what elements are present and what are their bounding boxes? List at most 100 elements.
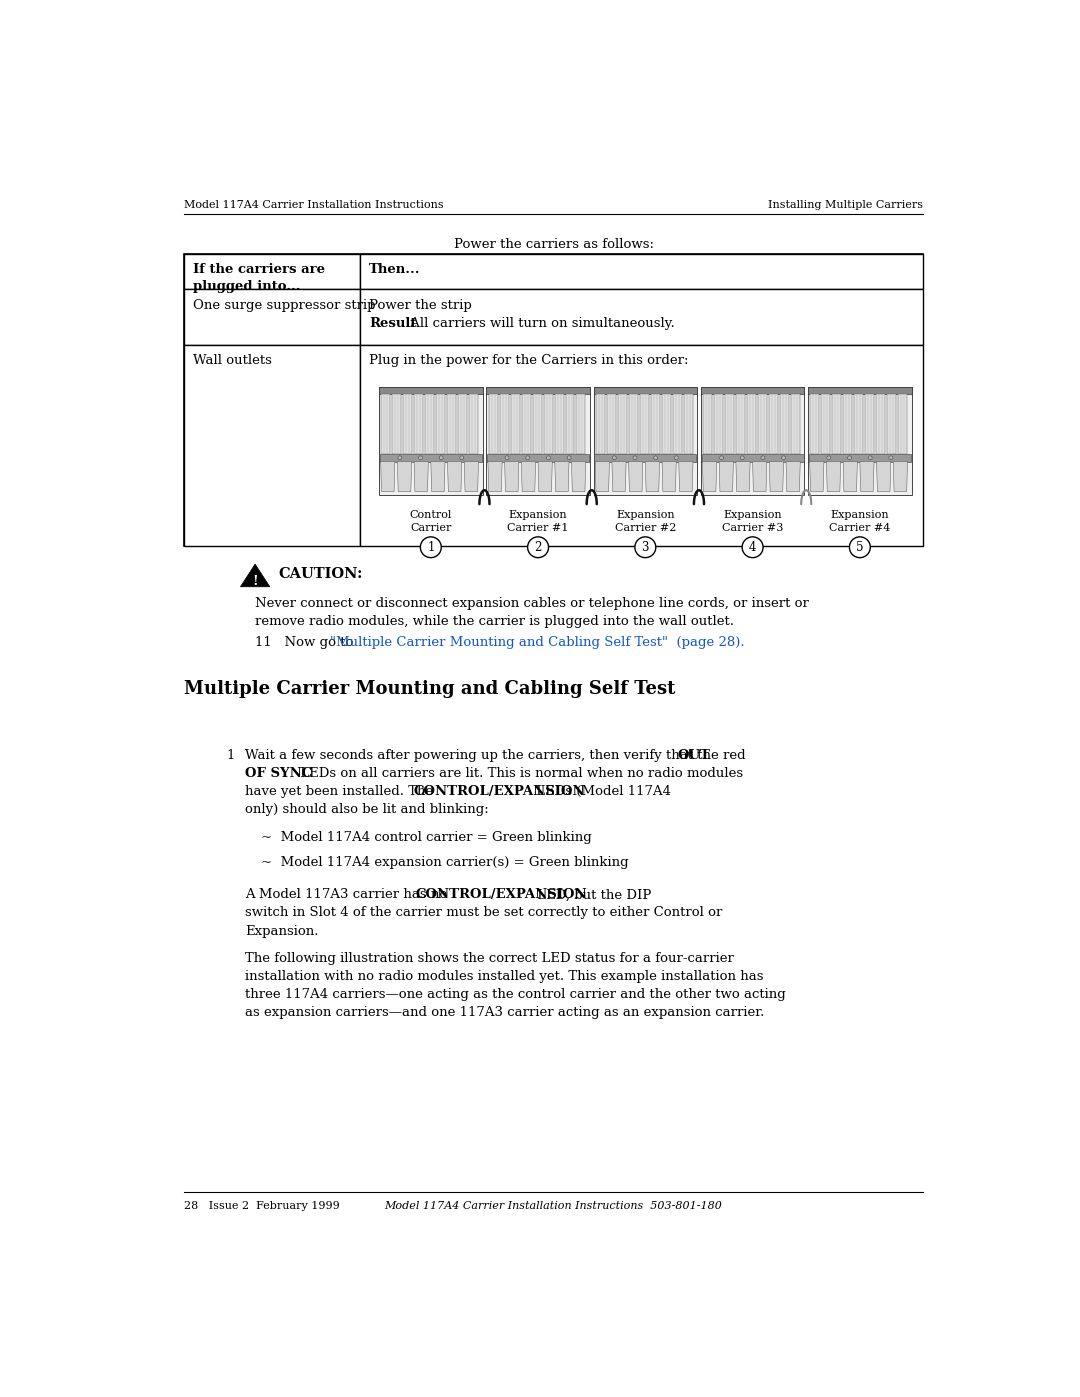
Text: three 117A4 carriers—one acting as the control carrier and the other two acting: three 117A4 carriers—one acting as the c… <box>245 988 786 1002</box>
Bar <box>184 254 360 289</box>
Text: 5: 5 <box>856 541 864 553</box>
Text: Expansion
Carrier #3: Expansion Carrier #3 <box>721 510 783 532</box>
Circle shape <box>440 455 443 460</box>
Text: Control
Carrier: Control Carrier <box>409 510 453 532</box>
Bar <box>810 394 820 454</box>
Circle shape <box>827 455 831 460</box>
Bar <box>379 387 483 495</box>
Polygon shape <box>538 461 552 492</box>
Text: OF SYNC: OF SYNC <box>245 767 312 780</box>
Bar <box>543 394 553 454</box>
Bar <box>596 394 605 454</box>
Bar <box>436 394 445 454</box>
Text: CAUTION:: CAUTION: <box>279 567 363 581</box>
Text: Plug in the power for the Carriers in this order:: Plug in the power for the Carriers in th… <box>369 353 689 367</box>
Bar <box>822 394 831 454</box>
Polygon shape <box>893 461 907 492</box>
Bar <box>833 394 841 454</box>
Circle shape <box>419 455 422 460</box>
Circle shape <box>848 455 851 460</box>
Bar <box>381 394 391 454</box>
Polygon shape <box>431 461 445 492</box>
Polygon shape <box>464 461 478 492</box>
Text: Power the strip: Power the strip <box>369 299 472 312</box>
Text: !: ! <box>253 574 258 588</box>
Text: LEDs on all carriers are lit. This is normal when no radio modules: LEDs on all carriers are lit. This is no… <box>296 767 743 780</box>
Text: LEDs (Model 117A4: LEDs (Model 117A4 <box>531 785 671 798</box>
Bar <box>184 254 923 546</box>
Text: Model 117A4 Carrier Installation Instructions: Model 117A4 Carrier Installation Instruc… <box>184 200 444 210</box>
Polygon shape <box>397 461 411 492</box>
Polygon shape <box>629 461 643 492</box>
Text: "Multiple Carrier Mounting and Cabling Self Test"  (page 28).: "Multiple Carrier Mounting and Cabling S… <box>330 636 745 648</box>
Bar <box>808 387 912 495</box>
Text: Wall outlets: Wall outlets <box>193 353 272 367</box>
Bar <box>780 394 789 454</box>
Text: CONTROL/EXPANSION: CONTROL/EXPANSION <box>416 888 588 901</box>
Polygon shape <box>877 461 891 492</box>
Text: OUT: OUT <box>677 749 711 761</box>
Polygon shape <box>571 461 585 492</box>
Polygon shape <box>769 461 783 492</box>
Text: Installing Multiple Carriers: Installing Multiple Carriers <box>768 200 923 210</box>
Bar <box>618 394 626 454</box>
Bar <box>184 289 360 345</box>
Bar <box>701 387 805 495</box>
Bar <box>486 387 590 394</box>
Polygon shape <box>488 461 502 492</box>
Bar <box>725 394 734 454</box>
Bar <box>487 454 589 461</box>
Bar <box>808 387 912 394</box>
Circle shape <box>635 536 656 557</box>
Text: Expansion
Carrier #2: Expansion Carrier #2 <box>615 510 676 532</box>
Text: All carriers will turn on simultaneously.: All carriers will turn on simultaneously… <box>406 317 675 330</box>
Bar <box>639 394 649 454</box>
Bar <box>662 394 671 454</box>
Text: Multiple Carrier Mounting and Cabling Self Test: Multiple Carrier Mounting and Cabling Se… <box>184 680 675 697</box>
Bar <box>184 345 360 546</box>
Text: Expansion.: Expansion. <box>245 925 319 937</box>
Bar <box>469 394 478 454</box>
Bar <box>843 394 852 454</box>
Polygon shape <box>612 461 626 492</box>
Circle shape <box>740 455 744 460</box>
Bar <box>489 394 498 454</box>
Circle shape <box>420 536 442 557</box>
Polygon shape <box>860 461 874 492</box>
Text: 4: 4 <box>748 541 756 553</box>
Polygon shape <box>810 461 824 492</box>
Circle shape <box>505 455 509 460</box>
Bar <box>360 254 923 289</box>
Circle shape <box>761 455 765 460</box>
Text: Then...: Then... <box>369 263 420 277</box>
Bar <box>458 394 468 454</box>
Bar <box>511 394 519 454</box>
Bar <box>379 387 483 394</box>
Polygon shape <box>678 461 693 492</box>
Bar <box>360 289 923 345</box>
Text: 1: 1 <box>427 541 434 553</box>
Text: Result: Result <box>369 317 417 330</box>
Circle shape <box>567 455 571 460</box>
Polygon shape <box>843 461 858 492</box>
Polygon shape <box>719 461 733 492</box>
Text: If the carriers are
plugged into...: If the carriers are plugged into... <box>193 263 325 293</box>
Text: The following illustration shows the correct LED status for a four-carrier: The following illustration shows the cor… <box>245 951 734 965</box>
Circle shape <box>719 455 724 460</box>
Polygon shape <box>786 461 800 492</box>
Bar <box>629 394 638 454</box>
Bar <box>360 345 923 546</box>
Polygon shape <box>826 461 840 492</box>
Circle shape <box>528 536 549 557</box>
Circle shape <box>849 536 870 557</box>
Bar <box>714 394 724 454</box>
Bar <box>769 394 778 454</box>
Bar <box>415 394 423 454</box>
Text: One surge suppressor strip: One surge suppressor strip <box>193 299 376 312</box>
Text: 3: 3 <box>642 541 649 553</box>
Polygon shape <box>522 461 536 492</box>
Circle shape <box>782 455 785 460</box>
Circle shape <box>653 455 658 460</box>
Bar <box>737 394 745 454</box>
Bar <box>380 454 482 461</box>
